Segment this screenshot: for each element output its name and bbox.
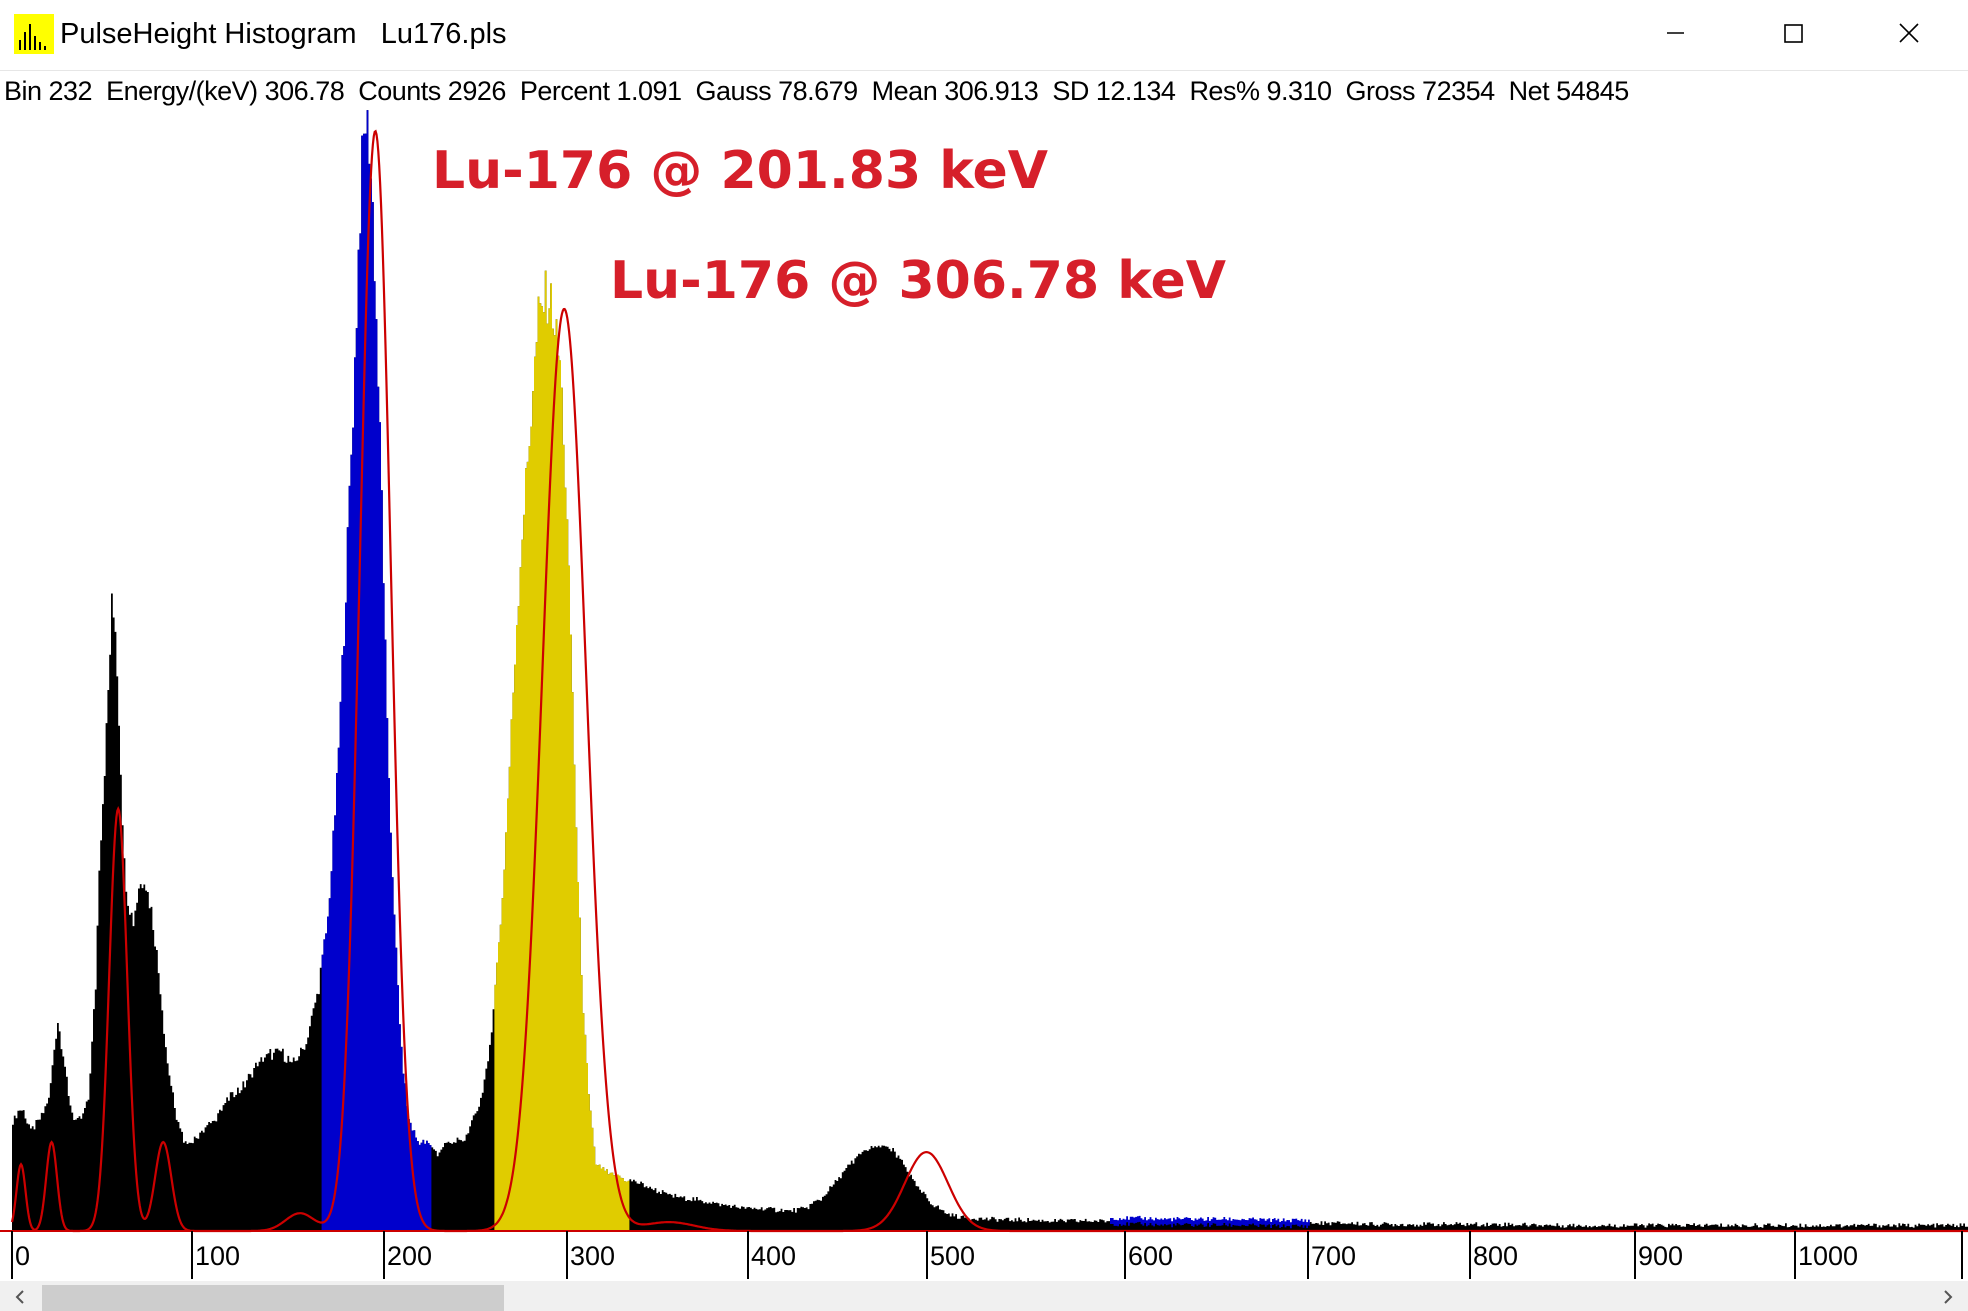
axis-tick-label: 800 <box>1473 1241 1518 1271</box>
roi-blue-region <box>321 110 432 1232</box>
axis-tick-label: 900 <box>1638 1241 1683 1271</box>
minimize-button[interactable] <box>1640 10 1710 60</box>
minimize-icon <box>1667 32 1684 34</box>
roi-blue-faint-region <box>1110 1215 1310 1229</box>
title-bar: PulseHeight Histogram Lu176.pls <box>0 0 1968 71</box>
status-counts: Counts 2926 <box>358 76 506 106</box>
roi-yellow-region <box>494 270 630 1232</box>
status-bin: Bin 232 <box>4 76 93 106</box>
status-net: Net 54845 <box>1508 76 1630 106</box>
status-gauss: Gauss 78.679 <box>695 76 859 106</box>
maximize-icon <box>1784 24 1803 43</box>
window-title: PulseHeight Histogram Lu176.pls <box>60 18 507 51</box>
axis-tick-label: 700 <box>1311 1241 1356 1271</box>
scroll-right-icon[interactable] <box>1936 1285 1960 1309</box>
axis-tick-label: 500 <box>930 1241 975 1271</box>
peak-annotation-201: Lu-176 @ 201.83 keV <box>432 141 1048 201</box>
scrollbar-thumb[interactable] <box>42 1285 504 1311</box>
energy-axis: 0 100 200 300 400 500 600 700 800 900 1000 <box>0 1230 1968 1279</box>
axis-tick-label: 200 <box>387 1241 432 1271</box>
axis-tick-label: 1000 <box>1798 1241 1858 1271</box>
horizontal-scrollbar[interactable] <box>0 1281 1968 1311</box>
peak-annotation-306: Lu-176 @ 306.78 keV <box>610 251 1226 311</box>
status-readout: Bin 232 Energy/(keV) 306.78 Counts 2926 … <box>4 76 1629 107</box>
status-mean: Mean 306.913 <box>871 76 1039 106</box>
annotation-layer: Lu-176 @ 201.83 keV Lu-176 @ 306.78 keV <box>432 141 1226 311</box>
close-button[interactable] <box>1874 10 1944 60</box>
status-res: Res% 9.310 <box>1189 76 1332 106</box>
status-gross: Gross 72354 <box>1345 76 1496 106</box>
axis-tick-label: 0 <box>15 1241 30 1271</box>
app-title-text: PulseHeight Histogram <box>60 18 357 50</box>
histogram-app-icon <box>14 14 54 54</box>
file-name-text: Lu176.pls <box>380 18 507 50</box>
axis-tick-label: 400 <box>751 1241 796 1271</box>
maximize-button[interactable] <box>1758 10 1828 60</box>
status-percent: Percent 1.091 <box>519 76 682 106</box>
status-sd: SD 12.134 <box>1052 76 1176 106</box>
status-energy: Energy/(keV) 306.78 <box>106 76 345 106</box>
scroll-left-icon[interactable] <box>8 1285 32 1309</box>
axis-tick-label: 300 <box>570 1241 615 1271</box>
close-icon <box>1899 23 1919 43</box>
histogram-plot[interactable]: 0 100 200 300 400 500 600 700 800 900 1000 Lu-176 … <box>0 110 1968 1280</box>
axis-tick-label: 100 <box>195 1241 240 1271</box>
axis-tick-label: 600 <box>1128 1241 1173 1271</box>
